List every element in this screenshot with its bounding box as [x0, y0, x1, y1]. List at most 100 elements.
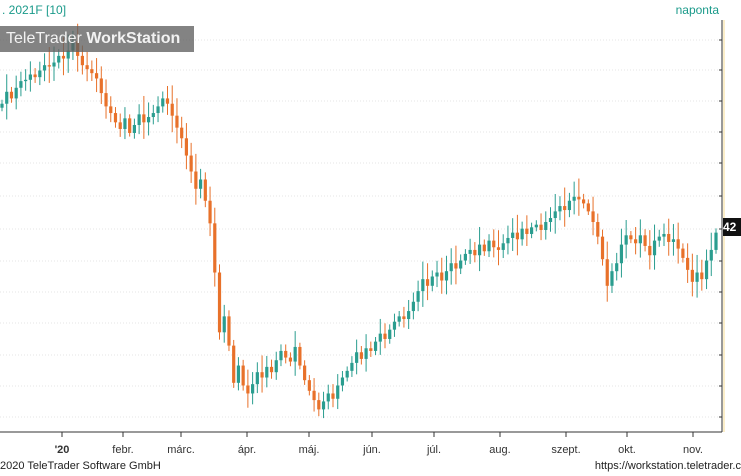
teletrader-logo: TeleTrader WorkStation: [0, 26, 194, 52]
candle: [388, 324, 392, 344]
candle-body: [539, 224, 543, 230]
candle-body: [222, 316, 226, 333]
candle-body: [284, 350, 288, 358]
candle-body: [208, 200, 212, 224]
candle: [156, 96, 160, 123]
candle: [142, 95, 146, 139]
candle-body: [146, 117, 151, 123]
candle: [534, 220, 538, 232]
candle: [284, 344, 288, 364]
candle-body: [94, 73, 99, 79]
candle: [397, 311, 401, 327]
candle-body: [582, 199, 586, 204]
logo-text-light: TeleTrader: [6, 30, 87, 47]
candle: [312, 378, 316, 412]
candle-body: [213, 223, 217, 273]
period-label[interactable]: naponta: [675, 3, 719, 17]
candle: [345, 366, 349, 382]
candle-body: [619, 244, 624, 264]
candle: [251, 372, 255, 405]
candle: [440, 257, 444, 294]
candle: [586, 199, 590, 215]
candle-body: [435, 272, 439, 277]
x-tick-label: okt.: [618, 444, 636, 456]
candle-body: [430, 276, 434, 286]
candle: [624, 219, 628, 259]
candle-body: [345, 370, 349, 378]
candle-body: [534, 224, 538, 228]
candle-body: [170, 103, 174, 116]
candle: [421, 261, 425, 307]
candle-body: [350, 362, 354, 371]
candle-body: [340, 377, 345, 386]
candle: [293, 331, 297, 376]
candle-body: [402, 316, 406, 320]
candle: [274, 351, 278, 380]
candle-body: [700, 272, 704, 280]
last-price-marker: 42: [723, 218, 741, 236]
candle-body: [373, 341, 378, 351]
candle-body: [681, 248, 685, 258]
candle: [222, 304, 226, 343]
x-tick-label: febr.: [112, 444, 133, 456]
candle: [558, 196, 562, 221]
candle: [449, 248, 453, 285]
candle-body: [326, 393, 330, 402]
candle-body: [364, 348, 368, 359]
candle-body: [392, 321, 397, 330]
candle: [217, 264, 222, 340]
candle-body: [165, 98, 170, 104]
candle-body: [676, 239, 680, 249]
candle-body: [9, 91, 14, 99]
candle-body: [629, 235, 633, 240]
candle-body: [355, 352, 359, 363]
candle-body: [217, 272, 222, 333]
candle: [90, 60, 94, 81]
candle-body: [482, 244, 486, 252]
candle: [94, 58, 99, 93]
candle-body: [128, 118, 132, 133]
candle-body: [695, 272, 699, 282]
candle-body: [378, 333, 382, 342]
x-tick-label: szept.: [551, 444, 580, 456]
candle: [619, 228, 624, 278]
candle-body: [255, 372, 259, 385]
source-url[interactable]: https://workstation.teletrader.c: [594, 460, 741, 472]
candle-body: [317, 400, 321, 410]
candle: [303, 360, 307, 385]
candlesticks: [0, 23, 718, 419]
candle-body: [477, 244, 482, 256]
candle-body: [85, 65, 89, 70]
candle: [662, 223, 666, 247]
candle-body: [109, 106, 113, 114]
candle-body: [142, 114, 146, 123]
candle: [638, 219, 642, 258]
x-tick-label: máj.: [299, 444, 320, 456]
candle-body: [709, 249, 713, 261]
candle: [321, 391, 326, 419]
candle-body: [383, 333, 387, 339]
candle-body: [529, 227, 534, 234]
candle: [132, 118, 136, 139]
candle-body: [61, 55, 66, 59]
x-tick-label: aug.: [489, 444, 510, 456]
chart-title: . 2021F [10]: [2, 3, 67, 17]
candle: [175, 98, 179, 144]
candle-body: [303, 365, 307, 381]
candle: [326, 384, 330, 410]
candle: [288, 352, 293, 367]
candle-body: [260, 372, 264, 378]
candle-body: [38, 70, 42, 78]
candle: [529, 222, 534, 239]
candle: [99, 66, 103, 105]
candle-body: [444, 271, 449, 281]
candle: [85, 51, 89, 82]
candle: [5, 74, 9, 120]
candle: [307, 375, 311, 396]
candle-body: [572, 196, 576, 201]
candle: [572, 181, 576, 215]
candle: [42, 53, 47, 82]
candle-body: [118, 122, 122, 129]
candle: [317, 392, 321, 417]
